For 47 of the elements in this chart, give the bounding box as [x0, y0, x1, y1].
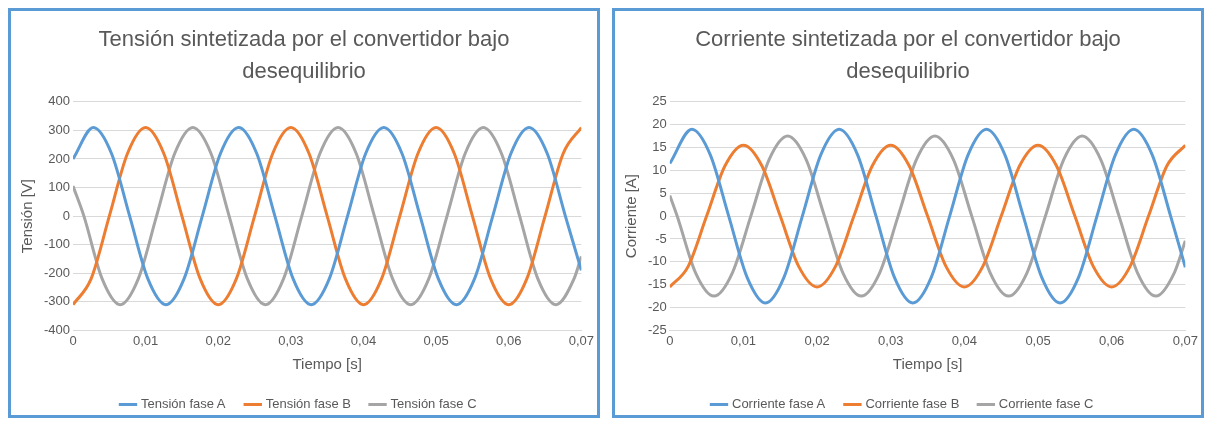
x-tick-label: 0,03 — [278, 332, 304, 348]
y-tick-label: -15 — [647, 276, 667, 292]
legend-label: Corriente fase A — [731, 396, 826, 412]
x-axis-title: Tiempo [s] — [292, 355, 362, 373]
x-tick-label: 0,04 — [350, 332, 377, 348]
legend-label: Tensión fase B — [265, 396, 352, 412]
legend-label: Corriente fase B — [865, 396, 960, 412]
x-tick-label: 0,03 — [878, 332, 904, 348]
y-tick-label: 0 — [659, 207, 667, 223]
y-tick-label: 10 — [652, 161, 667, 177]
x-tick-label: 0,07 — [568, 332, 595, 348]
x-tick-label: 0,04 — [951, 332, 978, 348]
y-tick-label: 5 — [659, 184, 667, 200]
legend-label: Corriente fase C — [998, 396, 1094, 412]
y-tick-label: -5 — [655, 230, 667, 246]
x-tick-label: 0,01 — [132, 332, 159, 348]
y-tick-label: -400 — [43, 321, 71, 337]
x-tick-label: 0,01 — [730, 332, 757, 348]
y-tick-label: 100 — [48, 179, 71, 195]
x-tick-label: 0,02 — [205, 332, 231, 348]
y-tick-label: 200 — [48, 150, 71, 166]
y-tick-label: -20 — [647, 299, 667, 315]
x-tick-label: 0,06 — [1099, 332, 1125, 348]
y-tick-label: 300 — [48, 121, 71, 137]
y-tick-label: 400 — [48, 93, 71, 109]
x-axis-title: Tiempo [s] — [892, 355, 963, 373]
legend-label: Tensión fase C — [390, 396, 477, 412]
y-tick-label: 0 — [62, 207, 71, 223]
y-tick-label: -300 — [43, 293, 71, 309]
x-tick-label: 0,05 — [1025, 332, 1051, 348]
x-tick-label: 0,06 — [496, 332, 522, 348]
chart-title: Tensión sintetizada por el convertidor bajo desequilibrio — [97, 25, 511, 85]
x-tick-label: 0,05 — [423, 332, 449, 348]
y-tick-label: -25 — [647, 321, 667, 337]
x-tick-label: 0,02 — [804, 332, 830, 348]
y-tick-label: -100 — [43, 236, 71, 252]
x-tick-label: 0,07 — [1172, 332, 1199, 348]
y-axis-title: Corriente [A] — [622, 174, 640, 259]
chart-title: Corriente sintetizada por el convertidor bajo desequilibrio — [694, 25, 1122, 85]
line-series — [73, 126, 582, 307]
y-tick-label: 20 — [652, 116, 667, 132]
y-tick-label: 15 — [652, 139, 667, 155]
y-axis-title: Tensión [V] — [18, 178, 36, 254]
y-tick-label: -200 — [43, 264, 71, 280]
y-tick-label: 25 — [652, 93, 667, 109]
y-tick-label: -10 — [647, 253, 667, 269]
legend-label: Tensión fase A — [140, 396, 226, 412]
